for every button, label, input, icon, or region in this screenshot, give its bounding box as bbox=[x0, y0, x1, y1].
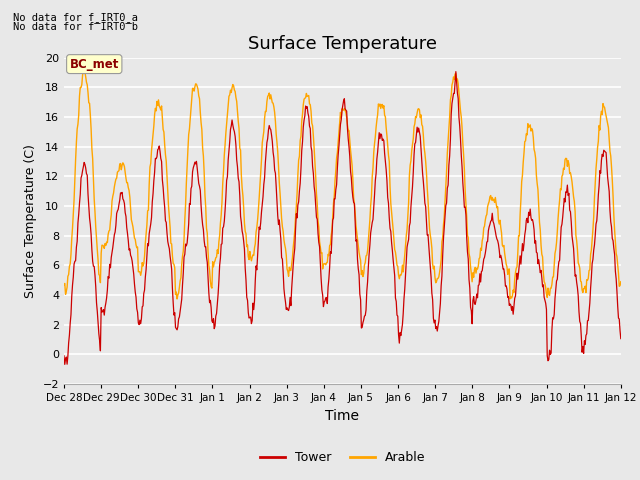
Text: No data for f_IRT0_a: No data for f_IRT0_a bbox=[13, 12, 138, 23]
Y-axis label: Surface Temperature (C): Surface Temperature (C) bbox=[24, 144, 37, 298]
X-axis label: Time: Time bbox=[325, 408, 360, 422]
Text: BC_met: BC_met bbox=[70, 58, 119, 71]
Title: Surface Temperature: Surface Temperature bbox=[248, 35, 437, 53]
Legend: Tower, Arable: Tower, Arable bbox=[255, 446, 430, 469]
Text: No data for f¯IRT0¯b: No data for f¯IRT0¯b bbox=[13, 22, 138, 32]
